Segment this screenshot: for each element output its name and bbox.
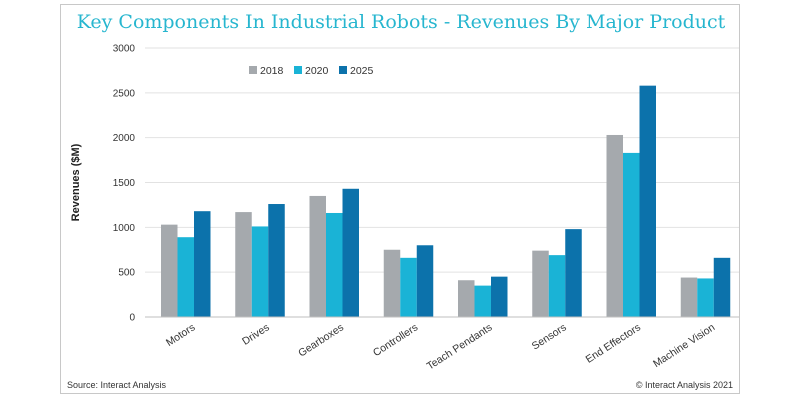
bar-2025-drives bbox=[268, 204, 285, 317]
x-tick-label: Gearboxes bbox=[296, 321, 346, 359]
legend-swatch-2020 bbox=[294, 66, 302, 74]
x-tick-label: Drives bbox=[240, 321, 271, 347]
bar-2020-sensors bbox=[548, 255, 566, 317]
bar-2018-teach-pendants bbox=[458, 280, 475, 317]
bar-2020-controllers bbox=[400, 257, 417, 317]
bar-2018-sensors bbox=[532, 250, 549, 317]
legend-swatch-2018 bbox=[249, 66, 257, 74]
x-tick-label: Motors bbox=[164, 321, 197, 349]
bar-2025-end-effectors bbox=[639, 85, 656, 317]
x-tick-label: Teach Pendants bbox=[425, 321, 495, 372]
bar-2025-sensors bbox=[565, 229, 582, 317]
y-tick-label: 3000 bbox=[113, 44, 136, 55]
x-tick-label: Sensors bbox=[530, 321, 569, 352]
bar-2018-gearboxes bbox=[309, 195, 326, 317]
x-tick-label: End Effectors bbox=[584, 321, 643, 365]
bar-2025-machine-vision bbox=[713, 257, 731, 317]
bar-2020-drives bbox=[251, 226, 269, 317]
bar-2018-end-effectors bbox=[606, 134, 623, 317]
legend-label-2018: 2018 bbox=[260, 65, 284, 77]
y-tick-label: 2500 bbox=[113, 88, 136, 99]
copyright-note: © Interact Analysis 2021 bbox=[635, 380, 733, 390]
bar-2020-teach-pendants bbox=[474, 285, 491, 317]
bar-2025-motors bbox=[194, 211, 211, 317]
bar-2020-motors bbox=[177, 237, 194, 317]
x-tick-label: Controllers bbox=[371, 321, 420, 359]
bar-2025-gearboxes bbox=[342, 188, 359, 317]
legend-label-2025: 2025 bbox=[350, 65, 374, 77]
bar-2018-drives bbox=[235, 212, 252, 317]
bar-2020-end-effectors bbox=[623, 152, 640, 317]
y-tick-label: 1500 bbox=[113, 178, 136, 189]
y-tick-label: 0 bbox=[129, 313, 135, 324]
bar-2020-machine-vision bbox=[697, 278, 714, 317]
y-tick-label: 1000 bbox=[113, 223, 136, 234]
y-axis-title: Revenues ($M) bbox=[70, 143, 82, 221]
chart-plot: 0 500 1000 1500 2000 2500 3000 Revenues ($M) Mot… bbox=[70, 44, 739, 373]
bar-2018-motors bbox=[161, 224, 178, 317]
bar-2025-teach-pendants bbox=[491, 276, 508, 317]
bar-2018-machine-vision bbox=[680, 277, 698, 317]
chart-frame: Key Components In Industrial Robots - Re… bbox=[60, 4, 740, 394]
legend-swatch-2025 bbox=[339, 66, 347, 74]
bar-2025-controllers bbox=[416, 245, 434, 317]
legend-label-2020: 2020 bbox=[305, 65, 329, 77]
bar-2020-gearboxes bbox=[326, 212, 343, 317]
source-note: Source: Interact Analysis bbox=[67, 380, 167, 390]
x-tick-label: Machine Vision bbox=[651, 321, 717, 370]
y-tick-label: 500 bbox=[118, 268, 135, 279]
chart-title: Key Components In Industrial Robots - Re… bbox=[76, 11, 726, 33]
y-tick-label: 2000 bbox=[113, 133, 136, 144]
bar-2018-controllers bbox=[383, 249, 401, 317]
